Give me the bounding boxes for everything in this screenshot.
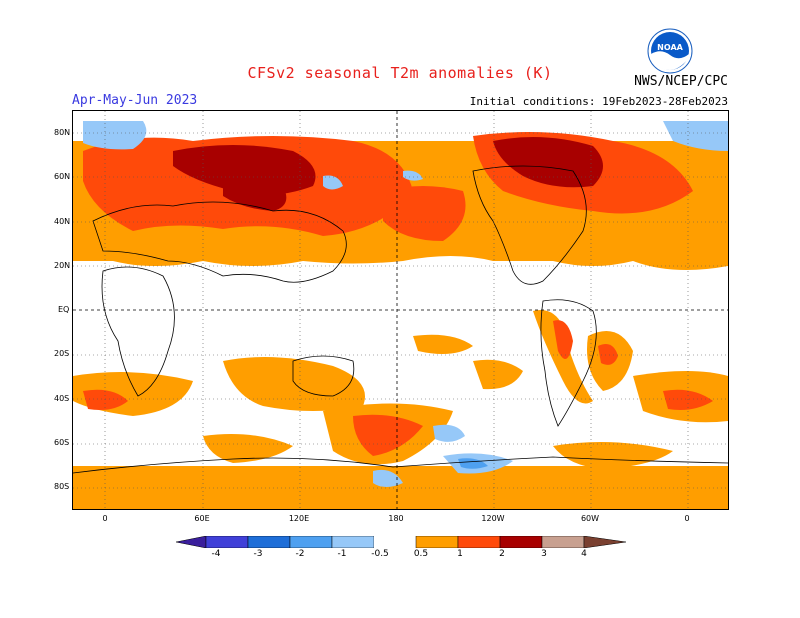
lat-label: EQ (58, 305, 70, 314)
legend-swatch (541, 536, 585, 548)
legend-swatch (331, 536, 375, 548)
lat-label: 40N (54, 217, 71, 226)
legend-label: 3 (541, 549, 547, 559)
lon-label: 180 (388, 514, 404, 523)
legend-swatch (415, 536, 459, 548)
legend-swatch (374, 536, 416, 548)
lon-label: 0 (102, 514, 108, 523)
color-legend (176, 536, 626, 548)
legend-label: -3 (253, 549, 263, 559)
lat-label: 40S (54, 394, 70, 403)
legend-label: -4 (211, 549, 221, 559)
legend-swatch (583, 536, 626, 548)
legend-swatch (176, 536, 207, 548)
lat-label: 20S (54, 349, 70, 358)
legend-label: -0.5 (371, 549, 389, 559)
anomaly-map (72, 110, 729, 510)
logo-text: NOAA (657, 43, 683, 52)
lon-label: 60W (580, 514, 600, 523)
legend-swatch (289, 536, 333, 548)
legend-swatch (499, 536, 543, 548)
lat-label: 60S (54, 438, 70, 447)
anomaly-field (73, 111, 728, 509)
legend-label: -1 (337, 549, 347, 559)
legend-label: 2 (499, 549, 505, 559)
lat-label: 20N (54, 261, 71, 270)
lat-label: 80S (54, 482, 70, 491)
lon-label: 120E (288, 514, 310, 523)
legend-label: 4 (581, 549, 587, 559)
chart-title: CFSv2 seasonal T2m anomalies (K) (247, 64, 553, 82)
agency-label: NWS/NCEP/CPC (634, 74, 728, 89)
lon-label: 60E (194, 514, 210, 523)
lon-label: 0 (684, 514, 690, 523)
forecast-period: Apr-May-Jun 2023 (72, 93, 198, 108)
legend-swatch (205, 536, 249, 548)
initial-conditions: Initial conditions: 19Feb2023-28Feb2023 (469, 95, 728, 108)
lat-label: 80N (54, 128, 71, 137)
legend-swatch (457, 536, 501, 548)
legend-label: -2 (295, 549, 305, 559)
lat-label: 60N (54, 172, 71, 181)
legend-label: 0.5 (413, 549, 429, 559)
legend-label: 1 (457, 549, 463, 559)
lon-label: 120W (481, 514, 505, 523)
legend-swatch (247, 536, 291, 548)
noaa-logo-icon: NOAA (647, 28, 693, 74)
